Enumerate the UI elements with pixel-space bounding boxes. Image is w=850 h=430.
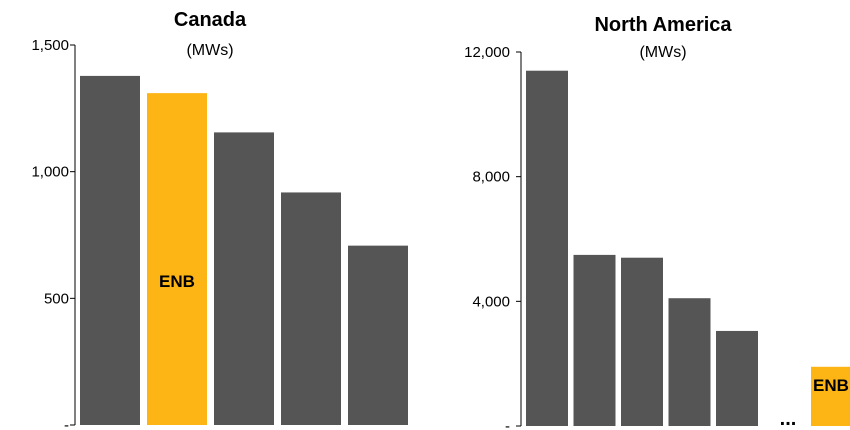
bar-label: ENB bbox=[159, 272, 195, 291]
y-tick-label: - bbox=[505, 418, 510, 430]
bar bbox=[669, 298, 711, 426]
y-tick-label: 500 bbox=[44, 290, 69, 307]
chart-panel-1: Canada (MWs) - 500 1,000 1,500 ENB bbox=[31, 9, 408, 430]
chart-subtitle: (MWs) bbox=[186, 42, 233, 59]
bar bbox=[716, 331, 758, 426]
bar bbox=[574, 255, 616, 426]
y-tick-label: 1,500 bbox=[31, 37, 69, 54]
chart-title: North America bbox=[594, 14, 732, 36]
y-tick-label: 4,000 bbox=[472, 293, 510, 310]
bar bbox=[348, 246, 408, 425]
y-tick-label: 8,000 bbox=[472, 169, 510, 186]
y-tick-label: - bbox=[64, 417, 69, 430]
bar bbox=[80, 76, 140, 425]
chart-subtitle: (MWs) bbox=[639, 44, 686, 61]
bar-highlight bbox=[147, 93, 207, 425]
bar-label: ENB bbox=[813, 376, 849, 395]
bar bbox=[526, 71, 568, 426]
ellipsis-marker: ... bbox=[780, 408, 797, 430]
chart-title: Canada bbox=[174, 9, 247, 31]
y-tick-label: 1,000 bbox=[31, 164, 69, 181]
bar bbox=[214, 132, 274, 425]
bar bbox=[281, 192, 341, 425]
bar bbox=[621, 258, 663, 426]
chart-panel-2: North America (MWs) - 4,000 8,000 12,000... EN… bbox=[464, 14, 850, 430]
y-tick-label: 12,000 bbox=[464, 44, 510, 61]
